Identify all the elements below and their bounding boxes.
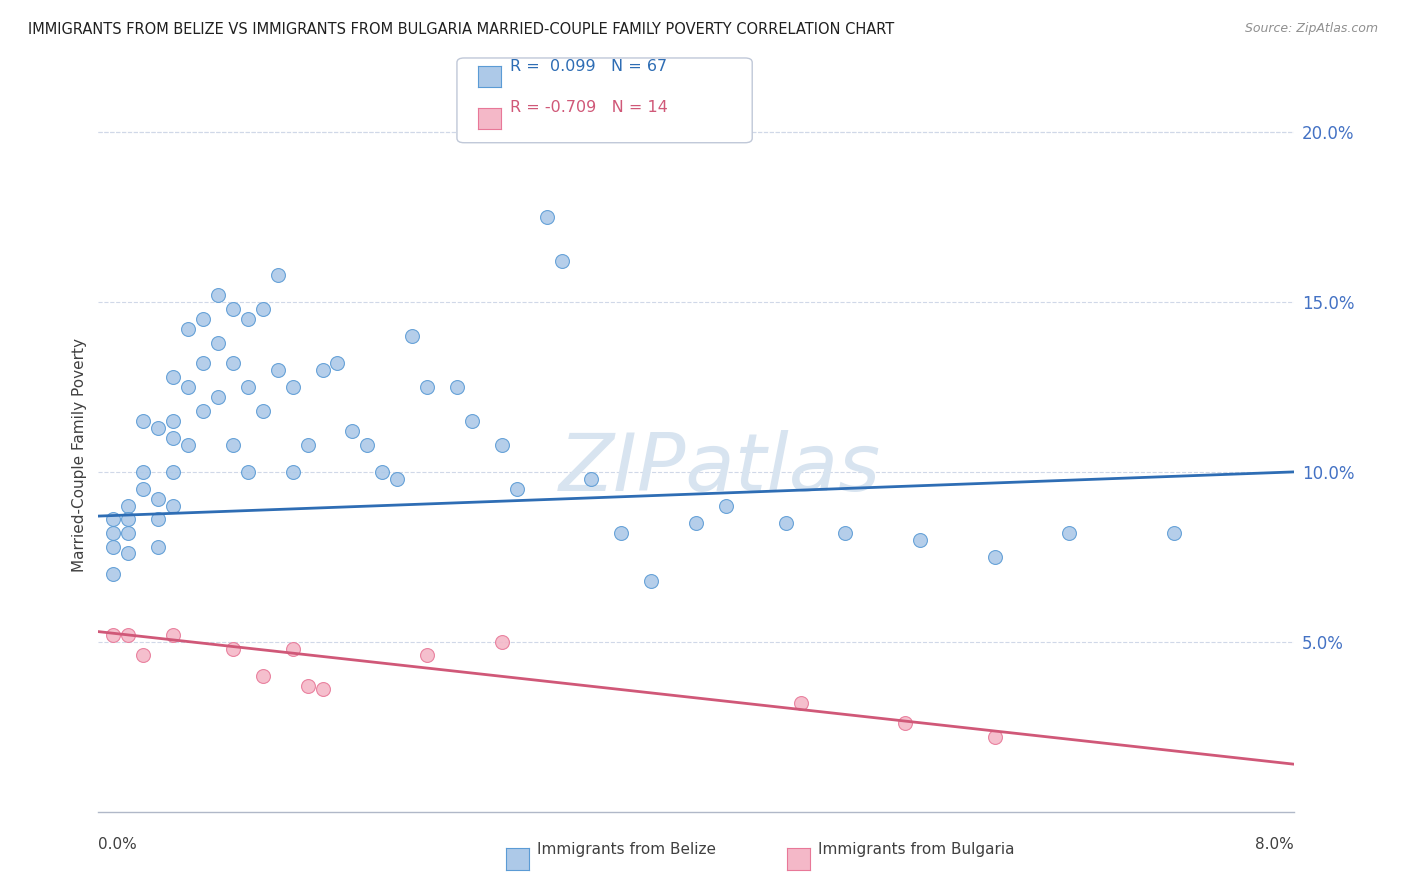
Point — [148, 492, 170, 507]
Text: 0.0%: 0.0% — [98, 837, 138, 852]
Point — [326, 356, 349, 370]
Point — [148, 512, 170, 526]
Point — [117, 526, 139, 541]
Point — [775, 516, 797, 530]
Point — [103, 526, 125, 541]
Point — [252, 301, 274, 316]
Point — [207, 288, 229, 302]
Point — [983, 549, 1005, 564]
Point — [236, 380, 259, 394]
Point — [222, 301, 245, 316]
Point — [894, 716, 917, 731]
Text: Immigrants from Belize: Immigrants from Belize — [537, 842, 716, 856]
Point — [117, 628, 139, 642]
Point — [685, 516, 707, 530]
Point — [162, 628, 184, 642]
Point — [177, 322, 200, 336]
Point — [132, 482, 155, 496]
Point — [581, 472, 603, 486]
Point — [789, 696, 811, 710]
Point — [132, 414, 155, 428]
Point — [416, 380, 439, 394]
Point — [908, 533, 931, 547]
Point — [207, 390, 229, 404]
Point — [222, 438, 245, 452]
Point — [162, 499, 184, 513]
Point — [446, 380, 468, 394]
Text: R =  0.099   N = 67: R = 0.099 N = 67 — [510, 59, 668, 73]
Point — [222, 356, 245, 370]
Point — [236, 312, 259, 326]
Point — [222, 641, 245, 656]
Point — [103, 540, 125, 554]
Point — [103, 628, 125, 642]
Point — [117, 512, 139, 526]
Point — [536, 210, 558, 224]
Point — [132, 648, 155, 663]
Point — [491, 635, 513, 649]
Point — [252, 403, 274, 417]
Point — [371, 465, 394, 479]
Point — [177, 438, 200, 452]
Point — [117, 546, 139, 560]
Point — [281, 641, 304, 656]
Point — [191, 356, 214, 370]
Point — [191, 312, 214, 326]
Text: Immigrants from Bulgaria: Immigrants from Bulgaria — [818, 842, 1015, 856]
Text: Source: ZipAtlas.com: Source: ZipAtlas.com — [1244, 22, 1378, 36]
Point — [311, 682, 333, 697]
Point — [297, 679, 319, 693]
Point — [148, 540, 170, 554]
Point — [342, 424, 364, 438]
Text: R = -0.709   N = 14: R = -0.709 N = 14 — [510, 101, 668, 115]
Point — [162, 414, 184, 428]
Point — [252, 669, 274, 683]
Point — [267, 268, 290, 282]
Point — [1163, 526, 1185, 541]
Point — [236, 465, 259, 479]
Point — [132, 465, 155, 479]
Point — [983, 730, 1005, 744]
Text: ZIPatlas: ZIPatlas — [558, 430, 882, 508]
Point — [385, 472, 409, 486]
Point — [162, 431, 184, 445]
Point — [207, 335, 229, 350]
Point — [191, 403, 214, 417]
Point — [162, 465, 184, 479]
Text: 8.0%: 8.0% — [1254, 837, 1294, 852]
Y-axis label: Married-Couple Family Poverty: Married-Couple Family Poverty — [72, 338, 87, 572]
Point — [177, 380, 200, 394]
Point — [281, 380, 304, 394]
Point — [148, 421, 170, 435]
Point — [461, 414, 484, 428]
Point — [356, 438, 378, 452]
Point — [162, 369, 184, 384]
Point — [834, 526, 856, 541]
Point — [297, 438, 319, 452]
Point — [550, 254, 572, 268]
Point — [640, 574, 662, 588]
Point — [311, 363, 333, 377]
Point — [610, 526, 633, 541]
Point — [491, 438, 513, 452]
Point — [103, 566, 125, 581]
Point — [401, 329, 423, 343]
Point — [103, 512, 125, 526]
Point — [416, 648, 439, 663]
Point — [714, 499, 737, 513]
Text: IMMIGRANTS FROM BELIZE VS IMMIGRANTS FROM BULGARIA MARRIED-COUPLE FAMILY POVERTY: IMMIGRANTS FROM BELIZE VS IMMIGRANTS FRO… — [28, 22, 894, 37]
Point — [117, 499, 139, 513]
Point — [506, 482, 529, 496]
Point — [1059, 526, 1081, 541]
Point — [267, 363, 290, 377]
Point — [281, 465, 304, 479]
